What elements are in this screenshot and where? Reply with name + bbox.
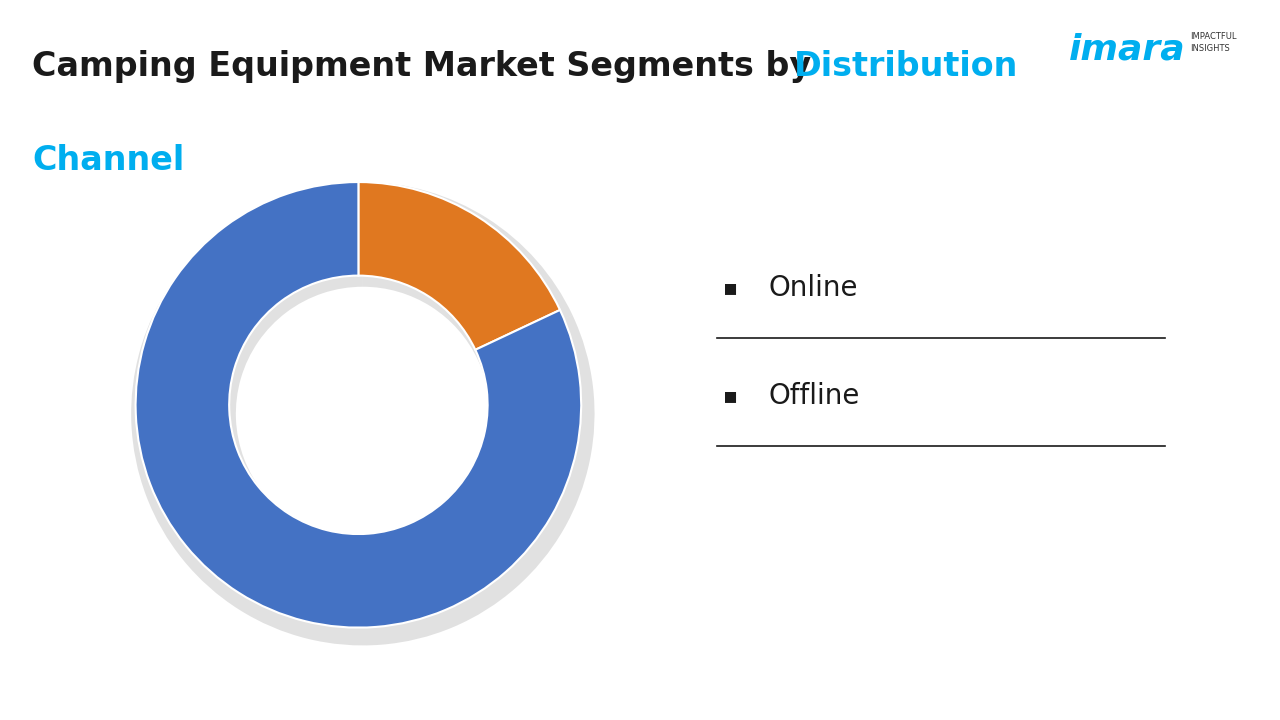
Text: ▪: ▪ [723,278,739,298]
Text: Channel: Channel [32,144,184,177]
Text: Camping Equipment Market Segments by: Camping Equipment Market Segments by [32,50,823,84]
Text: ▪: ▪ [723,386,739,406]
Text: Online: Online [768,274,858,302]
Text: imara: imara [1069,32,1185,66]
Text: Distribution: Distribution [794,50,1018,84]
Text: Offline: Offline [768,382,859,410]
Wedge shape [358,182,559,350]
Wedge shape [362,182,572,360]
Wedge shape [131,182,594,645]
Text: IMPACTFUL
INSIGHTS: IMPACTFUL INSIGHTS [1190,32,1236,53]
Wedge shape [136,182,581,628]
